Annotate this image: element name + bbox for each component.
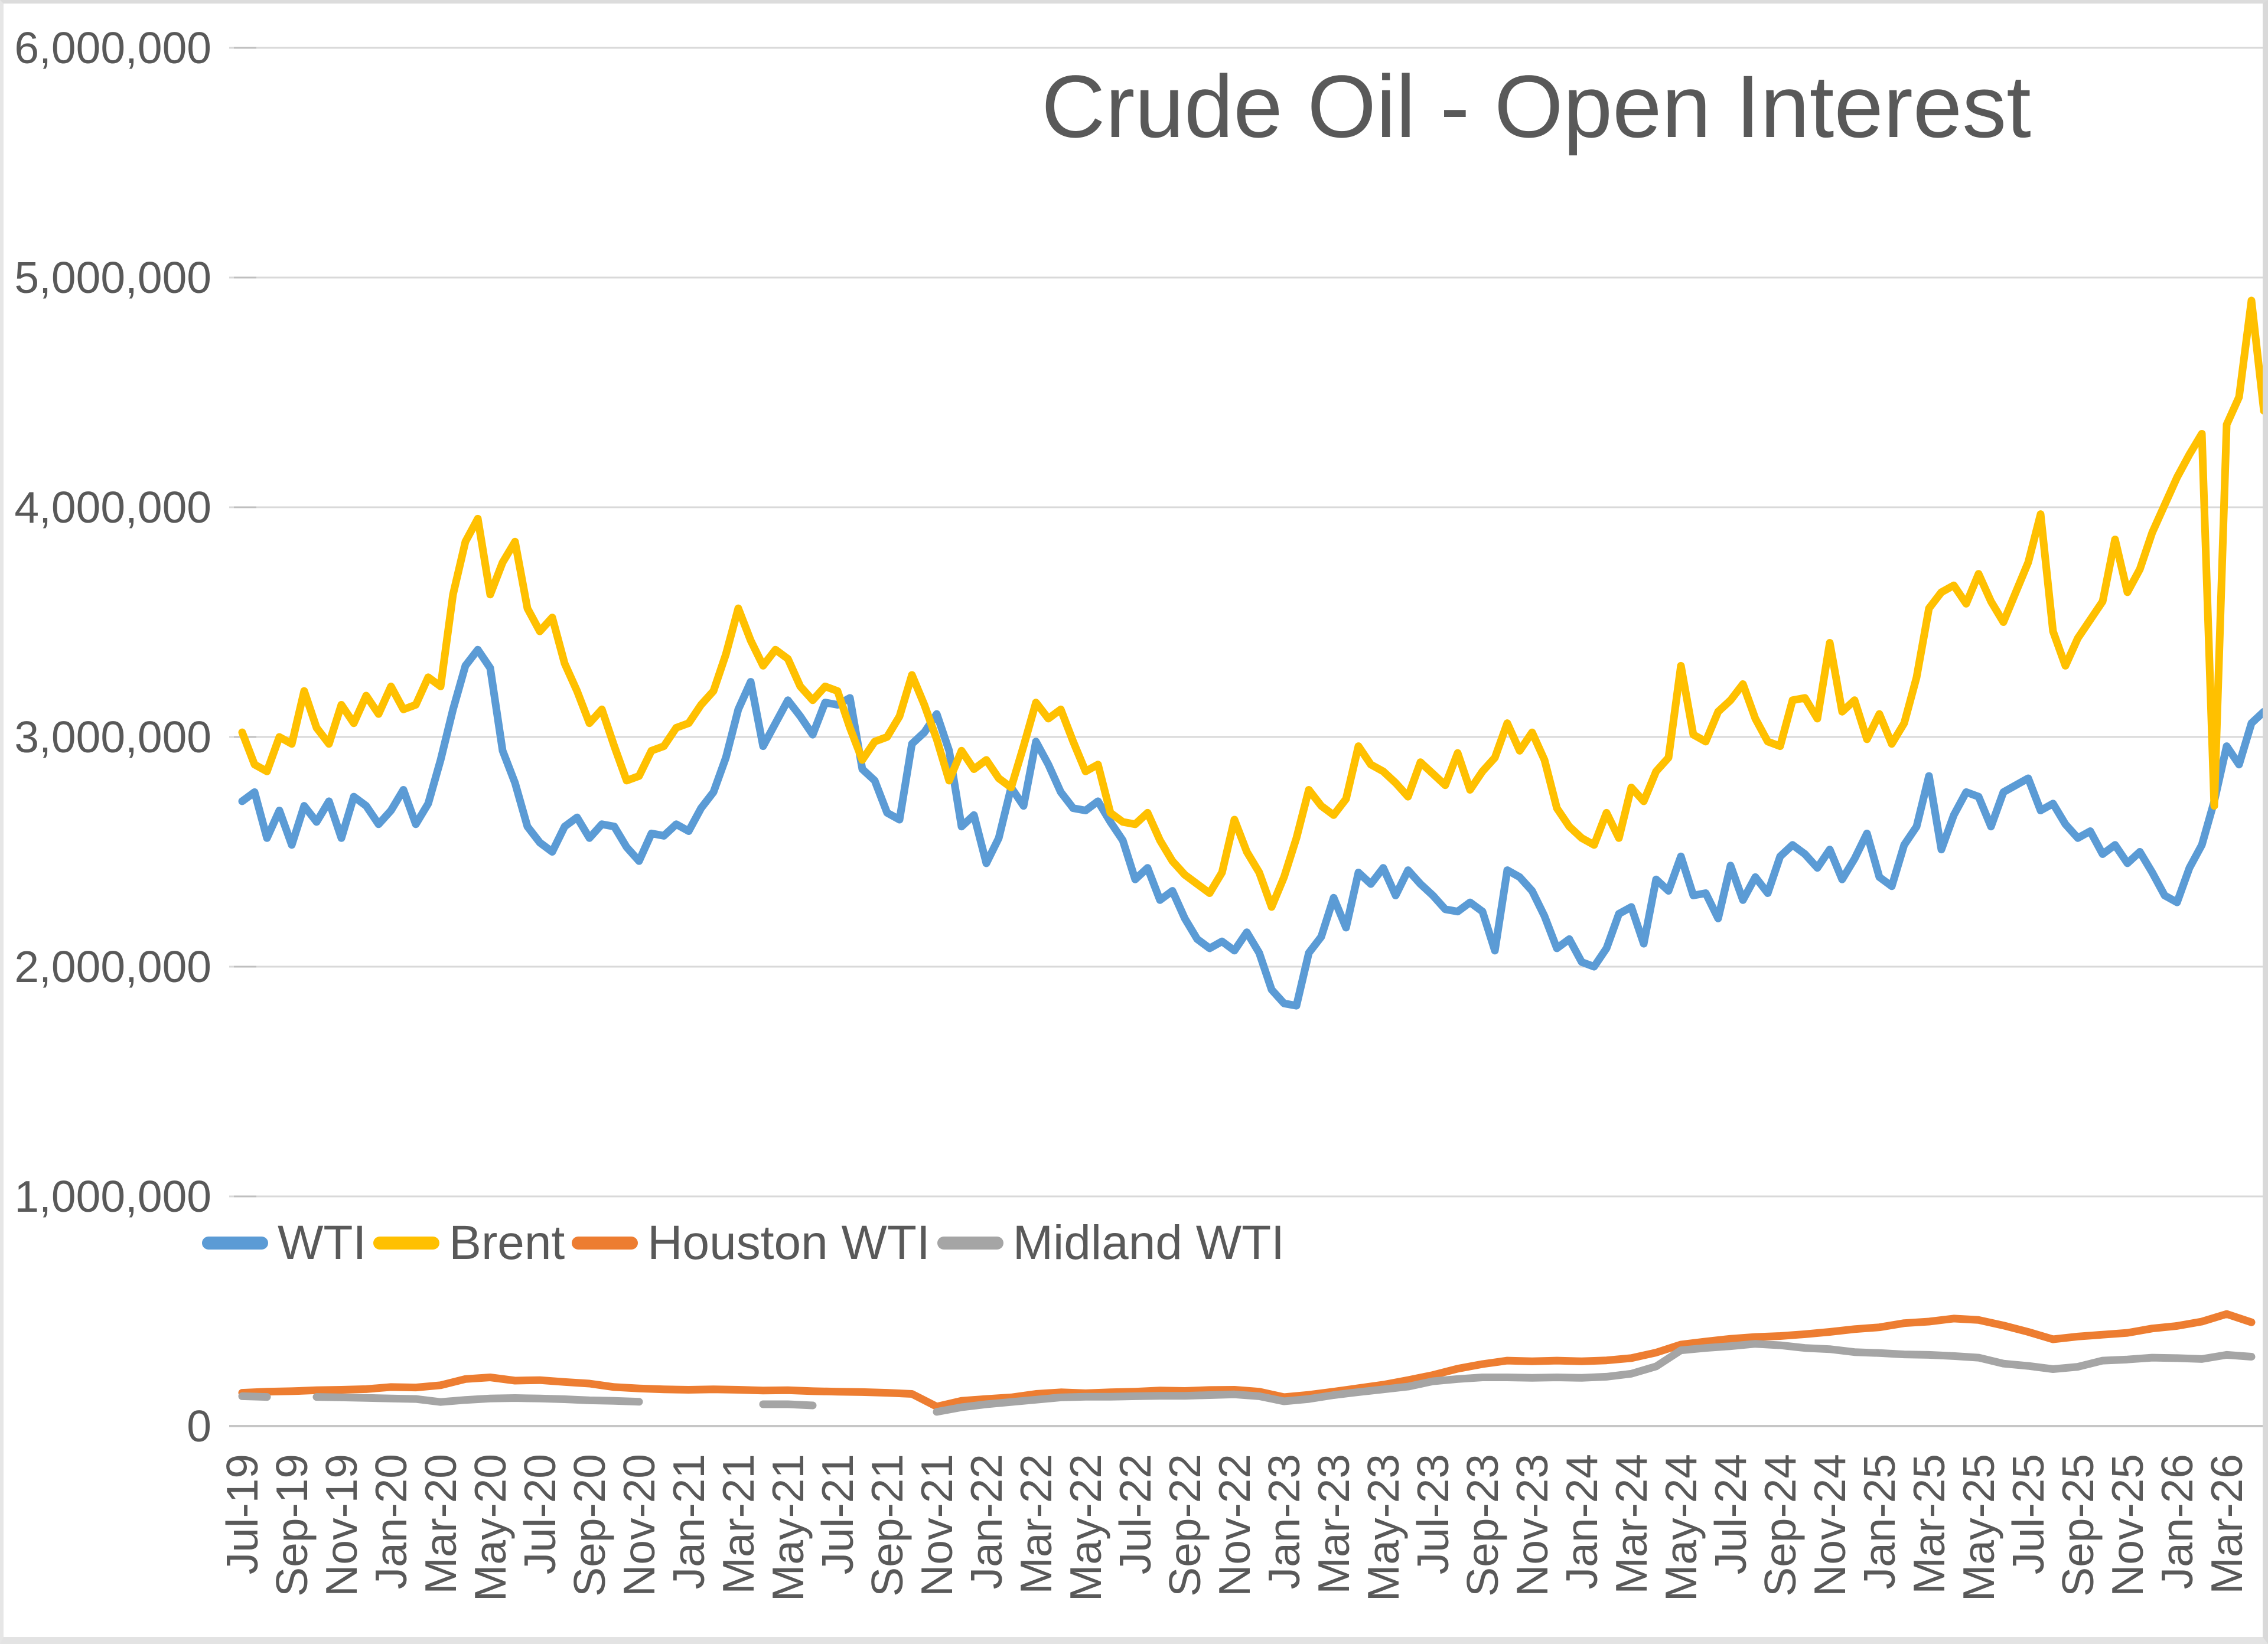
y-axis-tick-label: 0 <box>187 1401 211 1451</box>
x-axis-tick-label: Jul-22 <box>1110 1454 1160 1575</box>
x-axis-tick-label: Sep-23 <box>1458 1454 1507 1597</box>
x-axis-tick-label: Sep-25 <box>2053 1454 2103 1597</box>
x-axis-tick-label: Jan-22 <box>962 1454 1011 1590</box>
x-axis-tick-label: Sep-21 <box>862 1454 912 1597</box>
x-axis-tick-label: Mar-24 <box>1606 1454 1656 1594</box>
legend-item-houston-wti: Houston WTI <box>572 1215 930 1271</box>
x-axis-tick-label: Jan-24 <box>1557 1454 1606 1590</box>
x-axis-tick-label: Nov-21 <box>912 1454 962 1597</box>
x-axis-tick-label: Mar-21 <box>713 1454 763 1594</box>
x-axis-tick-label: Jan-25 <box>1855 1454 1904 1590</box>
x-axis-tick-label: Jan-26 <box>2152 1454 2202 1590</box>
legend-label-houston-wti: Houston WTI <box>647 1216 930 1270</box>
x-axis-tick-label: May-25 <box>1954 1454 2003 1602</box>
chart-area: Crude Oil - Open Interest 6,000,000 5,000… <box>4 4 2263 1637</box>
x-axis-tick-label: Jan-21 <box>664 1454 713 1590</box>
x-axis-tick-label: May-24 <box>1656 1454 1706 1602</box>
x-axis-tick-label: Sep-22 <box>1160 1454 1210 1597</box>
x-axis-tick-label: Sep-24 <box>1755 1454 1805 1597</box>
y-axis-tick-label: 3,000,000 <box>14 712 211 762</box>
y-axis-tick-label: 5,000,000 <box>14 253 211 302</box>
x-axis-tick-label: Nov-23 <box>1507 1454 1557 1597</box>
x-axis-tick-label: Mar-20 <box>416 1454 465 1594</box>
x-axis-tick-label: May-20 <box>465 1454 515 1602</box>
x-axis-tick-label: Jul-21 <box>813 1454 862 1575</box>
x-axis-tick-label: Jul-19 <box>217 1454 267 1575</box>
x-axis-tick-label: Jul-20 <box>515 1454 565 1575</box>
legend-item-midland-wti: Midland WTI <box>937 1215 1285 1271</box>
y-axis-tick-label: 4,000,000 <box>14 482 211 532</box>
x-axis-tick-label: Sep-19 <box>267 1454 317 1597</box>
x-axis-tick-label: Jan-23 <box>1259 1454 1309 1590</box>
wti-series-line <box>238 645 2263 1010</box>
houston-wti-legend-line-icon <box>572 1237 638 1250</box>
x-axis-tick-label: Mar-25 <box>1904 1454 1954 1594</box>
x-axis-tick-label: Nov-20 <box>614 1454 664 1597</box>
plot-area <box>229 47 2263 1427</box>
chart-legend: WTI Brent Houston WTI Midland WTI <box>202 1215 1292 1271</box>
legend-item-brent: Brent <box>373 1215 565 1271</box>
x-axis-tick-label: Nov-22 <box>1210 1454 1259 1597</box>
midland-wti-legend-line-icon <box>937 1237 1003 1250</box>
legend-item-wti: WTI <box>202 1215 366 1271</box>
y-axis-tick-label: 1,000,000 <box>14 1172 211 1221</box>
houston-wti-series-line <box>238 1310 2256 1411</box>
x-axis-tick-label: Nov-24 <box>1805 1454 1855 1597</box>
legend-label-brent: Brent <box>449 1216 565 1270</box>
x-axis-tick-label: Jul-25 <box>2003 1454 2053 1575</box>
x-axis-tick-label: Sep-20 <box>565 1454 614 1597</box>
x-axis-tick-label: May-21 <box>763 1454 813 1602</box>
x-axis-tick-label: Mar-26 <box>2202 1454 2251 1594</box>
y-axis-tick-label: 6,000,000 <box>14 23 211 73</box>
midland-wti-series-line <box>238 1340 2256 1416</box>
x-axis-tick-label: Jan-20 <box>366 1454 416 1590</box>
wti-legend-line-icon <box>202 1237 268 1250</box>
x-axis-tick-label: Mar-22 <box>1011 1454 1061 1594</box>
brent-series-line <box>238 296 2263 911</box>
x-axis-tick-label: Nov-19 <box>317 1454 366 1597</box>
x-axis-tick-label: Mar-23 <box>1309 1454 1358 1594</box>
x-axis-tick-label: Jul-23 <box>1408 1454 1458 1575</box>
brent-legend-line-icon <box>373 1237 440 1250</box>
x-axis-tick-label: Nov-25 <box>2103 1454 2152 1597</box>
y-axis-tick-label: 2,000,000 <box>14 942 211 991</box>
legend-label-wti: WTI <box>278 1216 367 1270</box>
legend-label-midland-wti: Midland WTI <box>1012 1216 1285 1270</box>
x-axis-tick-label: May-22 <box>1061 1454 1110 1602</box>
x-axis-tick-label: Jul-24 <box>1706 1454 1755 1575</box>
chart-title: Crude Oil - Open Interest <box>1041 57 2031 156</box>
x-axis-tick-label: May-23 <box>1358 1454 1408 1602</box>
